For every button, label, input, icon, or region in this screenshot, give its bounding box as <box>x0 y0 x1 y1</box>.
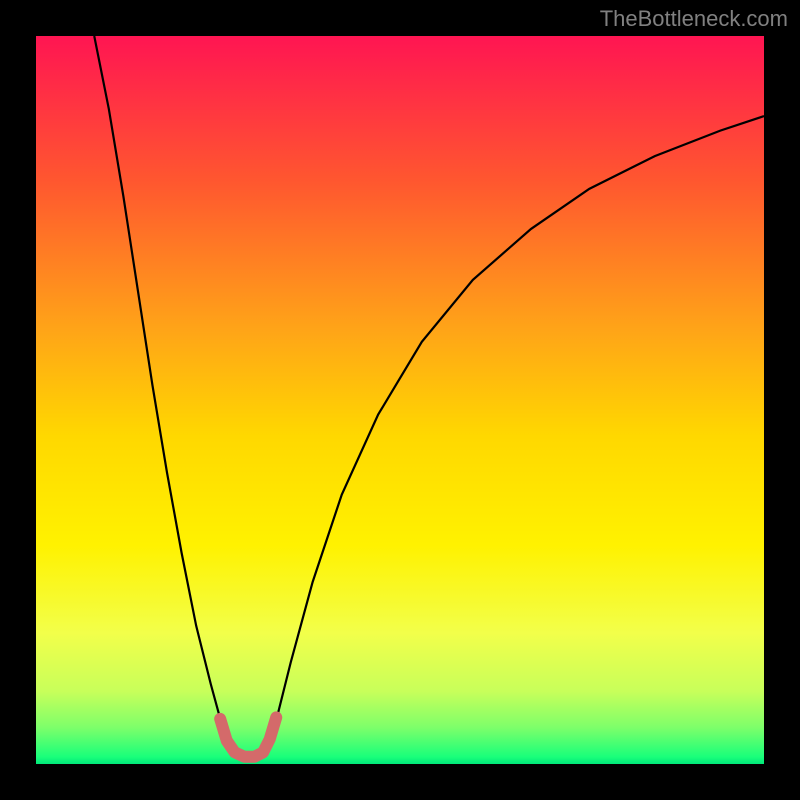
bottom-marker <box>220 717 276 756</box>
curve-layer <box>36 36 764 764</box>
plot-area <box>36 36 764 764</box>
watermark-text: TheBottleneck.com <box>600 6 788 32</box>
chart-stage: TheBottleneck.com <box>0 0 800 800</box>
bottleneck-curve <box>94 36 764 757</box>
